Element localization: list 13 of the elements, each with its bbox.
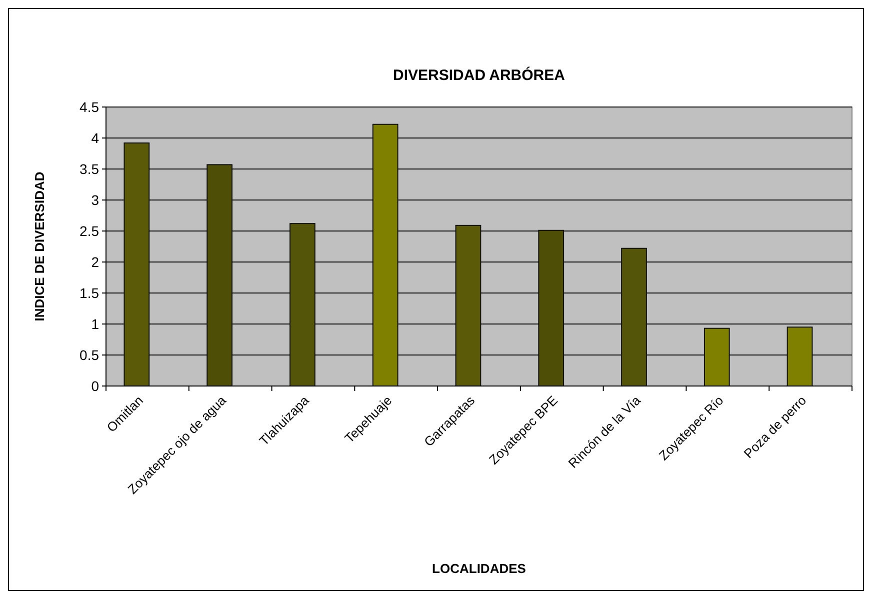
y-tick-label: 1 [91, 316, 100, 332]
x-axis-title: LOCALIDADES [432, 561, 526, 576]
y-tick-label: 2 [91, 254, 100, 270]
y-tick-label: 3.5 [80, 160, 100, 177]
y-tick-label: 4.5 [80, 98, 100, 115]
y-tick-label: 3 [91, 192, 100, 208]
y-tick-label: 4 [91, 130, 100, 146]
chart-title: DIVERSIDAD ARBÓREA [393, 66, 566, 84]
y-tick-label: 0 [91, 378, 100, 394]
y-tick-label: 0.5 [80, 346, 100, 363]
y-tick-label: 1.5 [80, 284, 100, 301]
y-tick-label: 2.5 [80, 222, 100, 239]
y-axis-title: INDICE DE DIVERSIDAD [32, 172, 47, 322]
